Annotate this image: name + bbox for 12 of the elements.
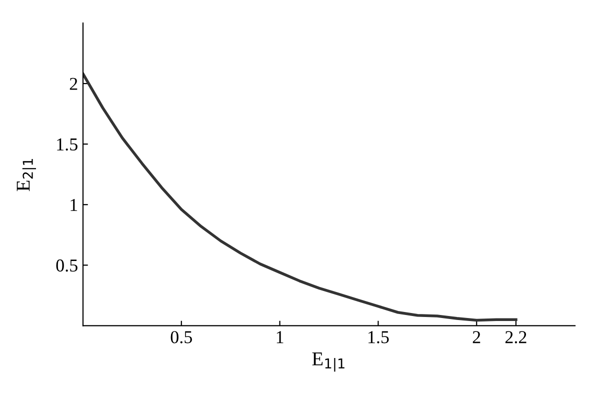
x-tick-label: 1 [276,331,284,344]
y-tick-label: 0.5 [56,259,78,272]
line-series [83,72,518,322]
y-tick-label: 1 [70,198,78,211]
y-tick-label: 2 [70,78,78,90]
y-axis-title: E$_{2|1}$ [16,158,36,192]
x-axis-title: E$_{1|1}$ [312,352,344,372]
x-tick-label: 2.2 [505,331,526,344]
y-tick-label: 1.5 [57,138,78,151]
x-tick-label: 2 [472,331,480,344]
x-tick-label: 1.5 [368,331,389,344]
x-tick-label: 0.5 [170,331,192,344]
